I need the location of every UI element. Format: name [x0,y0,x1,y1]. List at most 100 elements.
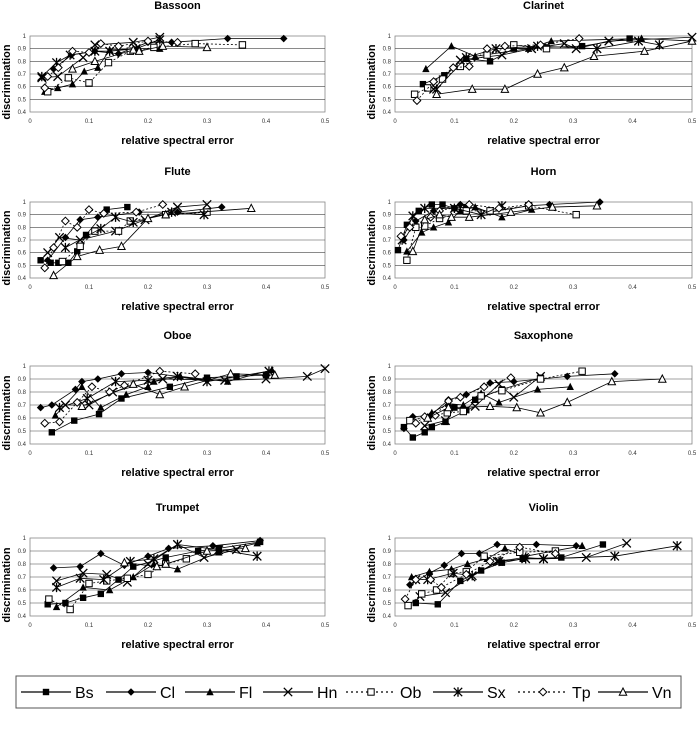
data-point-tp [405,222,415,232]
y-tick-label: 1 [23,364,27,370]
data-point-ob [418,590,426,598]
data-point-tp [72,397,82,407]
data-point-ob [45,595,53,603]
asterisk-icon [453,687,463,697]
open-triangle-icon [618,686,628,696]
data-point-tp [482,44,492,54]
data-point-hn [420,421,430,431]
x-tick-label: 0.4 [262,623,271,629]
y-axis-label: discrimination [1,547,13,622]
data-point-tp [60,216,70,226]
y-tick-label: 0.8 [383,562,392,568]
y-tick-label: 0.5 [18,97,27,103]
data-point-vn [202,545,212,555]
data-point-ob [114,227,123,235]
series-line-fl [56,542,258,608]
x-tick-label: 0.1 [85,285,94,291]
y-tick-label: 0.5 [18,601,27,607]
data-point-cl [71,385,80,394]
data-point-sx [104,46,115,56]
data-point-cl [164,544,173,553]
legend: Bs Cl Fl Hn Ob Sx Tp Vn [15,675,682,709]
y-tick-label: 0.4 [18,442,27,448]
legend-item-tp: Tp [518,685,591,702]
y-axis-label: discrimination [366,44,378,119]
series-fl [403,203,536,255]
legend-label: Hn [317,685,337,702]
y-tick-label: 0.9 [383,47,392,53]
data-point-vn [116,241,126,251]
data-point-cl [610,370,619,378]
x-tick-label: 0.3 [203,285,212,291]
y-axis-label: discrimination [1,210,13,285]
data-point-tp [396,231,406,241]
y-tick-label: 0.6 [383,416,392,422]
data-point-sx [202,376,212,387]
data-point-ob [572,210,580,219]
data-point-hn [470,401,480,411]
x-axis-label: relative spectral error [487,135,600,147]
y-axis-label: discrimination [366,210,378,285]
y-tick-label: 0.7 [18,403,27,409]
data-point-fl [498,213,506,221]
y-tick-label: 0.4 [383,110,392,116]
x-axis-label: relative spectral error [487,639,600,651]
x-tick-label: 0.2 [144,285,153,291]
data-point-tp [143,36,153,46]
x-tick-label: 0.5 [321,285,330,291]
panel-title: Saxophone [514,330,573,342]
y-tick-label: 0.5 [383,601,392,607]
data-point-ob [542,44,551,53]
data-point-sx [110,212,121,222]
data-point-tp [67,46,77,56]
data-point-ob [238,41,247,49]
x-tick-label: 0.4 [628,285,637,291]
data-point-cl [94,213,102,221]
data-point-hn [559,38,569,49]
y-tick-label: 0.9 [18,549,27,555]
data-point-fl [253,539,261,547]
data-point-vn [657,373,667,383]
data-point-bs [439,201,446,208]
x-tick-label: 0.4 [628,623,637,629]
series-line-tp [416,38,580,101]
data-point-hn [440,415,451,426]
data-point-vn [506,207,516,216]
data-point-fl [578,541,586,549]
data-point-hn [509,392,519,402]
data-point-ob [76,242,84,251]
data-point-vn [161,209,171,219]
data-point-vn [423,412,433,422]
data-point-bs [409,434,417,441]
data-point-sx [461,52,471,63]
data-point-tp [155,366,165,376]
panel-title: Clarinet [523,0,564,12]
y-tick-label: 0.8 [18,390,27,396]
data-point-tp [536,40,546,50]
data-point-sx [449,203,460,214]
data-point-ob [85,79,93,87]
data-point-sx [99,574,109,585]
legend-item-fl: Fl [185,685,252,702]
data-point-vn [533,68,543,78]
data-point-vn [158,41,168,50]
x-tick-label: 0.4 [262,119,271,125]
y-tick-label: 0.8 [18,59,27,65]
x-tick-label: 0.2 [144,119,153,125]
data-point-bs [194,547,202,555]
data-point-tp [464,61,474,71]
panel-horn: 0.4 0.5 0.6 0.7 0.8 0.9 1 0 0.1 0.2 0.3 0.4 0.5 Horn r… [366,166,697,313]
data-point-ob [66,605,74,614]
data-point-cl [563,372,572,381]
data-point-vn [202,42,212,52]
data-point-tp [436,582,446,592]
legend-label: Cl [160,685,175,702]
data-point-ob [410,90,419,98]
x-tick-label: 0.5 [321,451,330,457]
data-point-cl [49,564,58,572]
y-tick-label: 0.9 [383,213,392,219]
data-point-sx [521,554,531,564]
data-point-cl [440,561,449,570]
data-point-hn [526,44,537,54]
x-icon [283,687,293,697]
